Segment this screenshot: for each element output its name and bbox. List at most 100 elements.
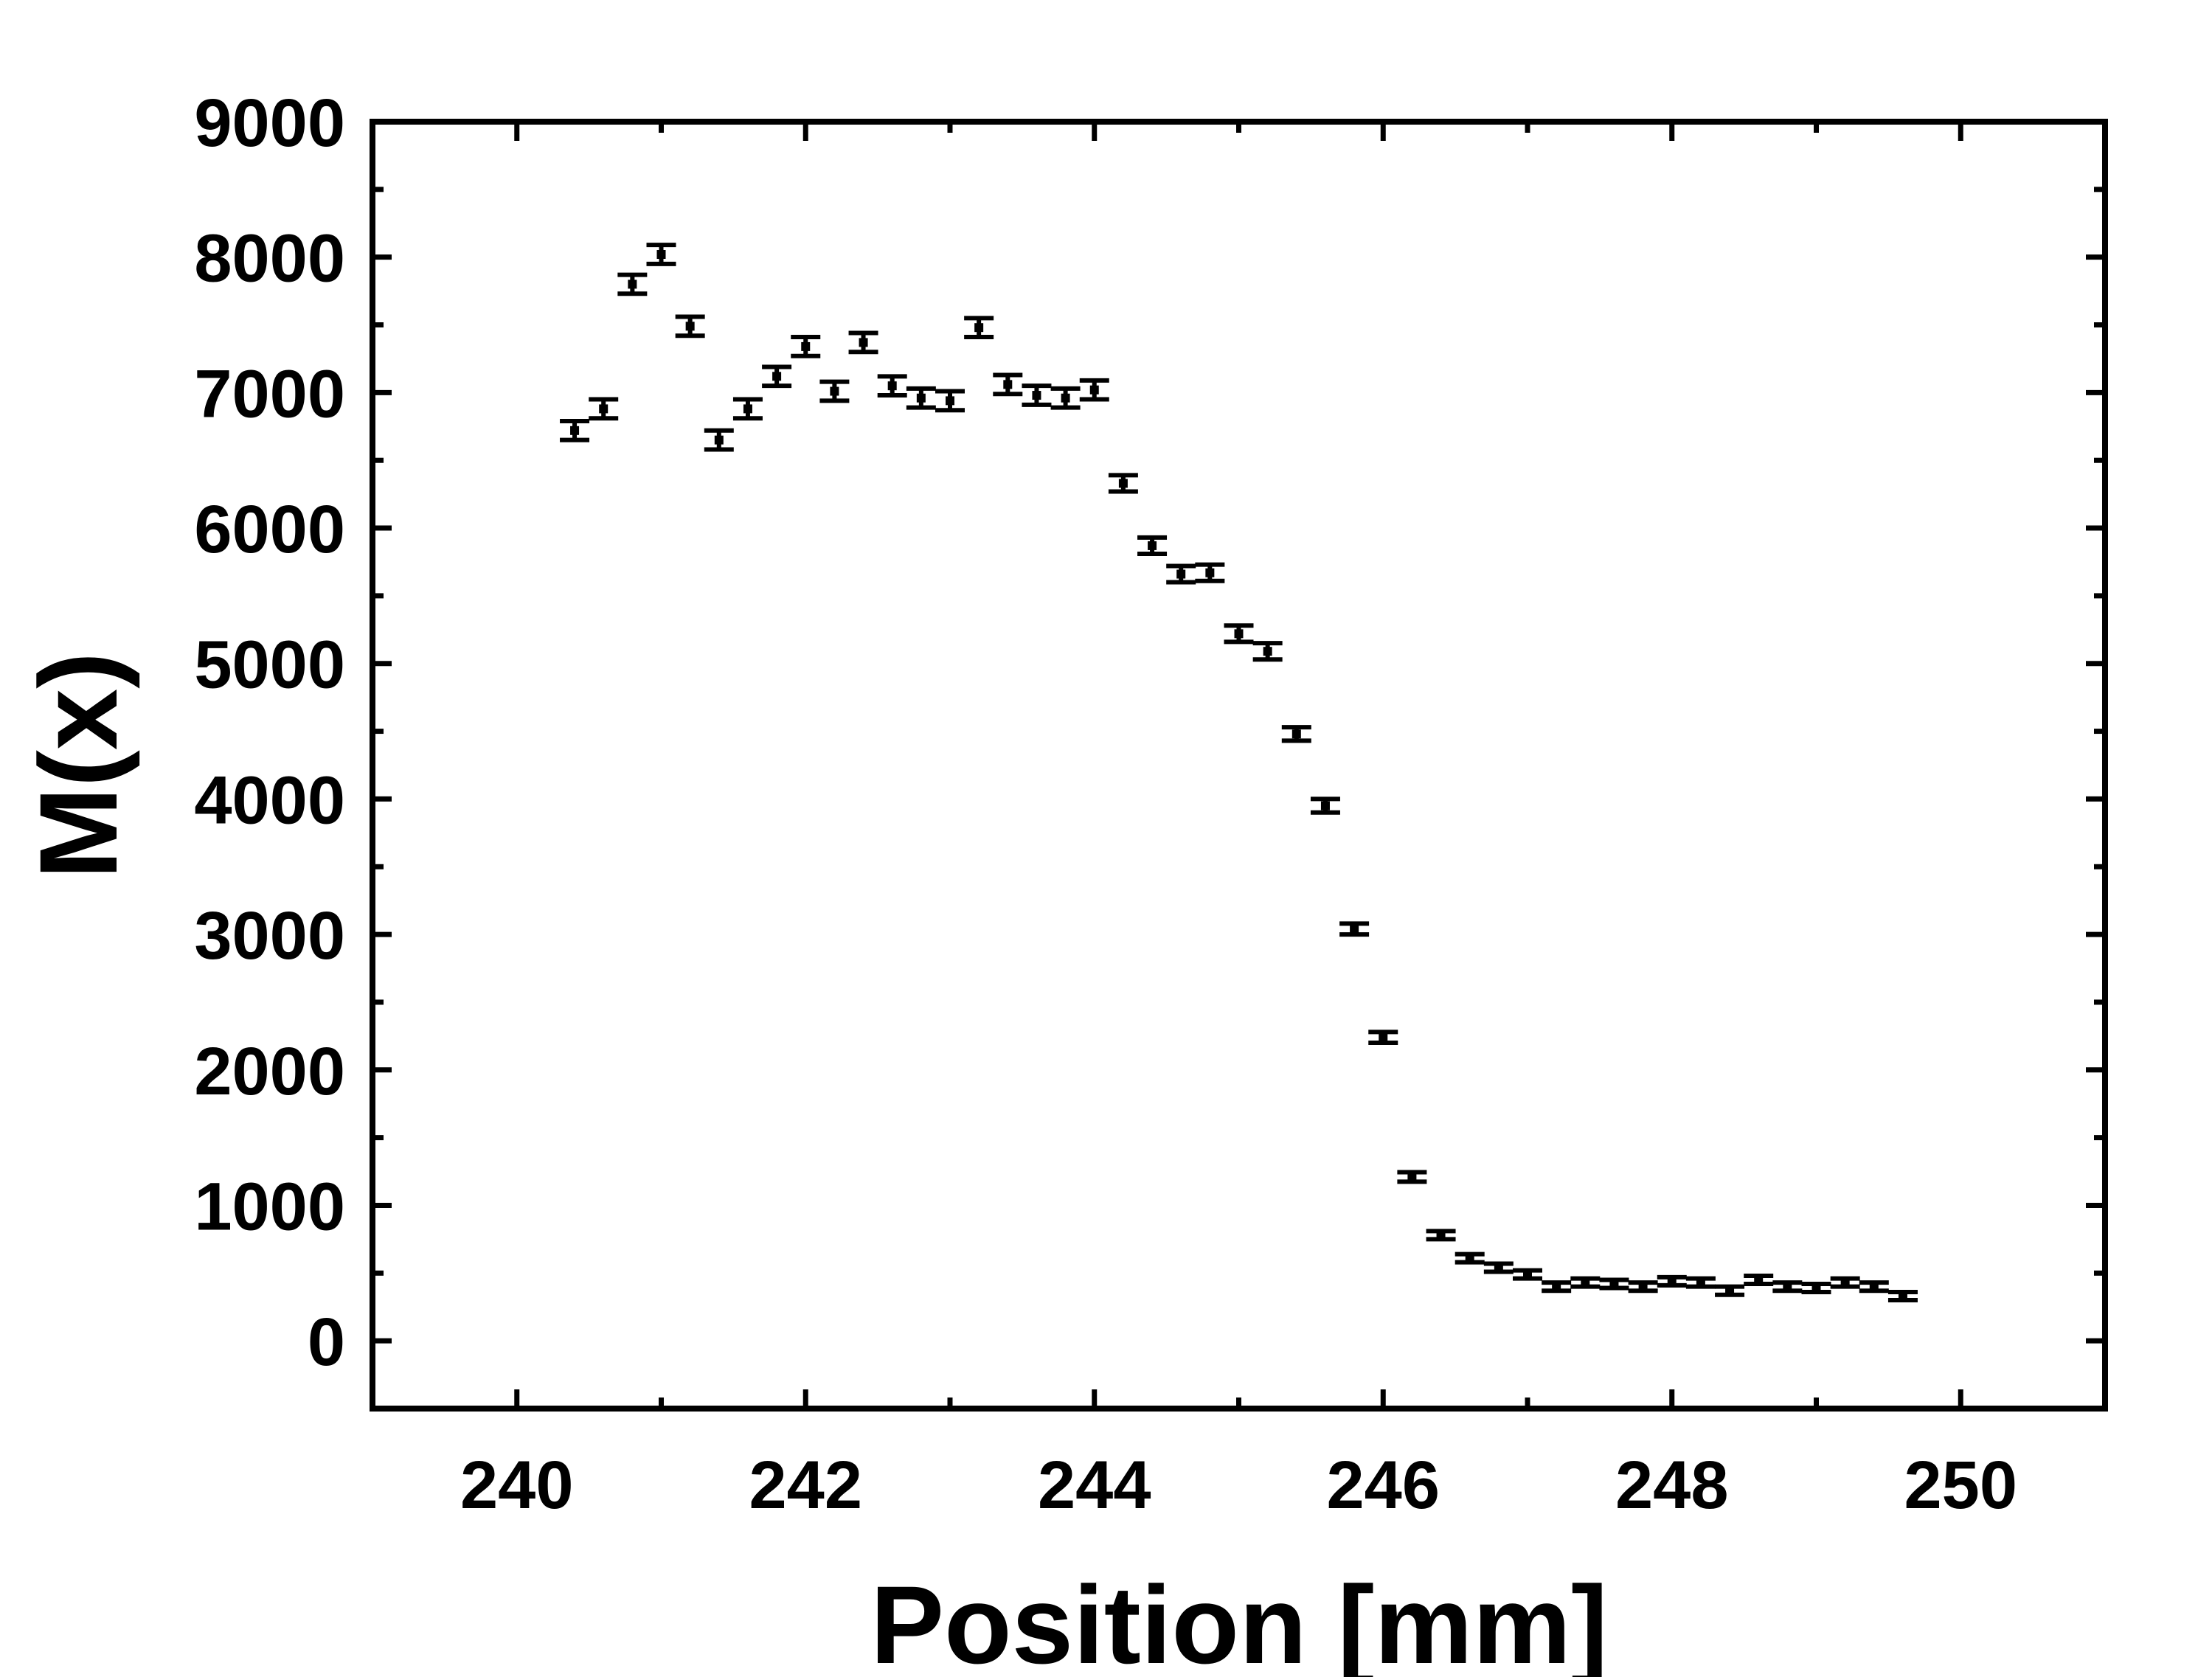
data-point xyxy=(1744,1273,1774,1287)
data-point xyxy=(791,335,821,358)
y-tick-label: 7000 xyxy=(194,356,345,431)
data-point xyxy=(1108,473,1138,494)
x-tick-label: 240 xyxy=(460,1448,574,1523)
data-points xyxy=(560,243,1918,1303)
point-marker xyxy=(714,435,724,445)
data-point xyxy=(1368,1030,1398,1046)
data-point xyxy=(1397,1170,1427,1184)
data-point xyxy=(819,379,850,403)
data-point xyxy=(1166,563,1196,585)
point-marker xyxy=(1320,801,1330,810)
data-point xyxy=(877,374,907,398)
y-tick-label: 4000 xyxy=(194,763,345,838)
data-point xyxy=(1137,535,1168,556)
data-point xyxy=(1685,1276,1716,1289)
data-point xyxy=(993,372,1023,397)
point-marker xyxy=(1523,1270,1532,1280)
data-point xyxy=(732,397,763,421)
data-point xyxy=(1022,383,1052,407)
point-marker xyxy=(1061,393,1070,403)
point-marker xyxy=(1465,1254,1474,1263)
data-point xyxy=(1079,378,1109,402)
point-marker xyxy=(1234,629,1244,639)
data-point xyxy=(1483,1261,1514,1274)
data-point xyxy=(589,397,619,421)
data-point xyxy=(1830,1276,1860,1289)
y-tick-label: 1000 xyxy=(194,1169,345,1244)
point-marker xyxy=(1869,1282,1879,1291)
data-point xyxy=(1657,1274,1687,1288)
data-point xyxy=(675,314,705,338)
point-marker xyxy=(1350,924,1359,934)
point-marker xyxy=(1407,1172,1417,1181)
data-point xyxy=(1599,1277,1629,1291)
plot-frame xyxy=(370,119,2108,1412)
point-marker xyxy=(1494,1263,1503,1272)
point-marker xyxy=(1118,479,1128,488)
point-marker xyxy=(1436,1230,1446,1240)
data-point xyxy=(1542,1280,1572,1294)
point-marker xyxy=(772,372,782,381)
y-tick-label: 8000 xyxy=(194,221,345,296)
point-marker xyxy=(830,386,839,396)
data-point xyxy=(1252,641,1283,662)
point-marker xyxy=(887,381,897,391)
axis-tick-labels: 240 242 244 246 248 250 0 1000 2000 3000 4000 5000 6… xyxy=(194,86,2017,1523)
point-marker xyxy=(916,393,926,403)
point-marker xyxy=(1379,1032,1388,1042)
data-point xyxy=(646,243,676,266)
data-point xyxy=(1715,1284,1745,1297)
data-point xyxy=(1339,921,1370,937)
point-marker xyxy=(628,280,637,289)
point-marker xyxy=(1840,1278,1850,1288)
point-marker xyxy=(1638,1282,1648,1291)
y-tick-label: 3000 xyxy=(194,898,345,973)
data-point xyxy=(1310,796,1340,815)
data-point xyxy=(1513,1268,1542,1281)
x-tick-label: 242 xyxy=(749,1448,863,1523)
point-marker xyxy=(743,404,752,414)
data-point xyxy=(1859,1280,1889,1294)
data-point xyxy=(935,389,965,413)
x-axis-title: Position [mm] xyxy=(870,1563,1608,1677)
y-tick-label: 5000 xyxy=(194,628,345,703)
y-axis-title: M(x) xyxy=(16,652,140,879)
point-marker xyxy=(801,341,811,351)
point-marker xyxy=(1148,541,1157,550)
data-point xyxy=(848,330,878,355)
data-point xyxy=(1570,1276,1601,1289)
data-point xyxy=(617,272,648,296)
point-marker xyxy=(1754,1275,1764,1285)
point-marker xyxy=(1176,569,1186,579)
point-marker xyxy=(1898,1291,1907,1301)
x-tick-label: 244 xyxy=(1038,1448,1151,1523)
data-point xyxy=(762,364,792,389)
point-marker xyxy=(1205,568,1215,577)
point-marker xyxy=(1003,380,1013,389)
axis-ticks xyxy=(372,119,2105,1409)
data-point xyxy=(1455,1251,1485,1265)
point-marker xyxy=(1581,1278,1590,1288)
point-marker xyxy=(1696,1278,1705,1288)
point-marker xyxy=(1783,1282,1792,1291)
x-tick-label: 250 xyxy=(1904,1448,2018,1523)
point-marker xyxy=(1089,385,1099,395)
data-point xyxy=(1426,1229,1456,1242)
point-marker xyxy=(974,323,984,333)
point-marker xyxy=(570,426,580,435)
data-point xyxy=(1195,562,1225,583)
y-tick-label: 0 xyxy=(308,1305,345,1380)
point-marker xyxy=(946,396,954,406)
data-point xyxy=(704,428,734,452)
point-marker xyxy=(1609,1280,1619,1289)
point-marker xyxy=(1667,1277,1677,1286)
data-point xyxy=(1281,725,1311,743)
point-marker xyxy=(656,250,666,260)
data-point xyxy=(1772,1280,1803,1294)
y-tick-label: 6000 xyxy=(194,492,345,567)
point-marker xyxy=(859,338,868,347)
point-marker xyxy=(1292,729,1301,739)
data-point xyxy=(1628,1280,1658,1294)
point-marker xyxy=(1263,647,1272,656)
